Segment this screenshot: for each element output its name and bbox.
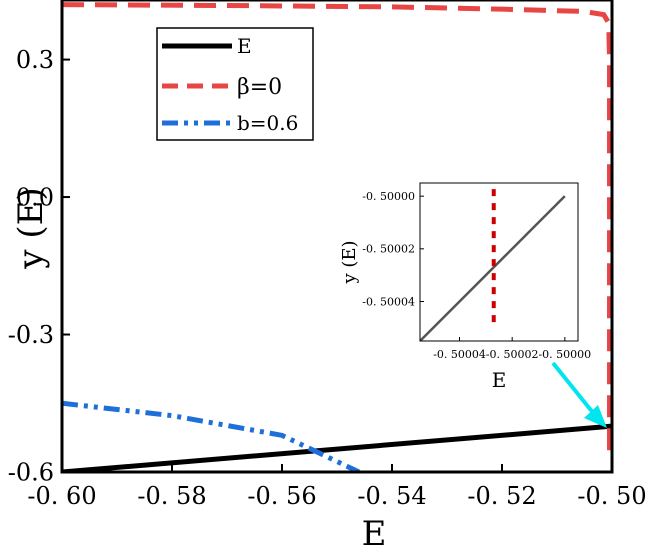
inset-plot-frame (419, 182, 579, 342)
main-x-tick-label: -0. 52 (467, 482, 536, 510)
main-plot: -0. 60 -0. 58 -0. 56 -0. 54 -0. 52 -0. 50 -0.… (8, 0, 647, 547)
main-y-axis-label: y (E) (11, 187, 51, 269)
inset-x-axis: -0. 50004 -0. 50002 -0. 50000 (433, 337, 591, 361)
inset-y-axis-label: y (E) (339, 240, 360, 284)
inset-y-tick-label: -0. 50002 (362, 243, 415, 256)
inset-plot: -0. 50004 -0. 50002 -0. 50000 -0. 50000-0.… (339, 182, 591, 392)
zoom-arrow (551, 361, 607, 428)
inset-x-tick-label: -0. 50000 (538, 348, 591, 361)
main-series-2 (62, 400, 361, 472)
main-y-tick-label: 0.3 (16, 46, 54, 74)
legend-label-b06: b=0.6 (237, 111, 298, 135)
zoom-arrow-head (584, 405, 607, 428)
inset-y-tick-label: -0. 50004 (362, 295, 415, 308)
legend: E β=0 b=0.6 (156, 27, 314, 141)
main-series-group (62, 2, 612, 472)
main-y-tick-label: -0.6 (8, 458, 54, 486)
main-series-0 (62, 423, 612, 472)
inset-y-tick-label: -0. 50000 (362, 190, 415, 203)
legend-item-b06: b=0.6 (162, 111, 298, 135)
inset-x-tick-label: -0. 50004 (433, 348, 486, 361)
main-y-axis: -0.6 -0.3 0.0 0.3 (8, 46, 70, 486)
main-series-1 (62, 2, 612, 459)
main-x-tick-label: -0. 58 (137, 482, 206, 510)
main-x-tick-label: -0. 56 (247, 482, 316, 510)
legend-item-e: E (162, 34, 252, 58)
main-x-tick-label: -0. 54 (357, 482, 426, 510)
main-y-tick-label: 0.0 (16, 183, 54, 211)
main-y-tick-label: -0.3 (8, 321, 54, 349)
main-x-tick-label: -0. 50 (577, 482, 646, 510)
inset-series-0 (420, 195, 566, 341)
inset-x-tick-label: -0. 50002 (486, 348, 539, 361)
main-x-tick-label: -0. 60 (27, 482, 96, 510)
inset-x-axis-label: E (492, 368, 507, 392)
legend-label-beta0: β=0 (237, 75, 282, 100)
legend-item-beta0: β=0 (162, 75, 282, 100)
legend-label-e: E (237, 34, 252, 58)
zoom-arrow-shaft (551, 361, 596, 416)
main-x-axis-label: E (362, 514, 387, 547)
main-plot-frame (60, 0, 614, 474)
inset-series-group (420, 183, 566, 341)
inset-y-axis: -0. 50000 -0. 50002 -0. 50004 (362, 190, 424, 308)
main-x-axis: -0. 60 -0. 58 -0. 56 -0. 54 -0. 52 -0. 50 (27, 464, 647, 510)
